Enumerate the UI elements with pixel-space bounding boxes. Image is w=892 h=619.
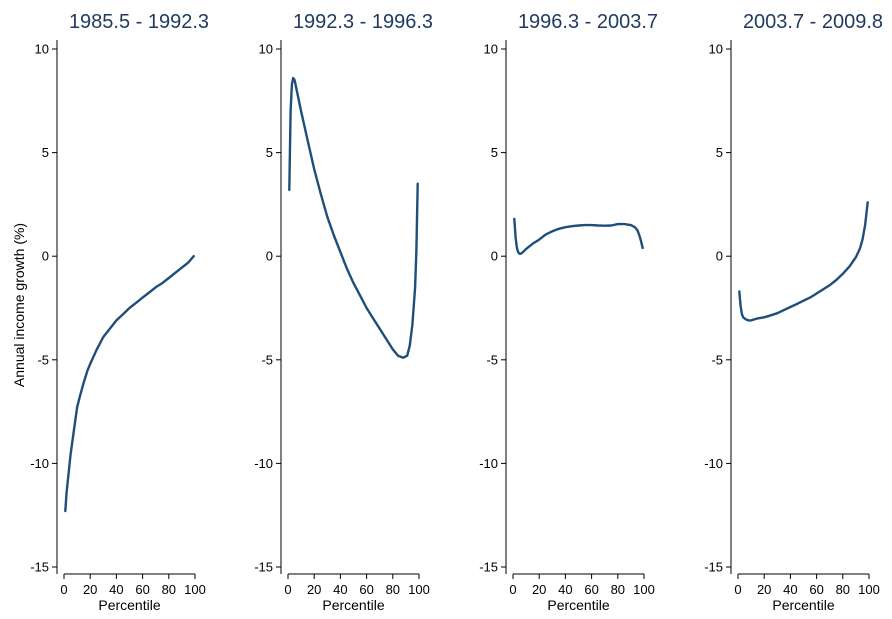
- panel-title: 1996.3 - 2003.7: [518, 11, 658, 33]
- y-tick-label: -15: [30, 560, 49, 575]
- y-tick-label: -5: [486, 352, 498, 367]
- x-tick-label: 60: [359, 582, 373, 597]
- y-tick-label: -15: [254, 560, 273, 575]
- y-tick-label: -10: [30, 456, 49, 471]
- x-tick-label: 20: [307, 582, 321, 597]
- x-tick-label: 0: [60, 582, 67, 597]
- x-axis-title: Percentile: [547, 597, 609, 613]
- y-tick-label: 10: [35, 42, 49, 57]
- y-tick-label: -10: [254, 456, 273, 471]
- chart-panel-3: 1996.3 - 2003.7 10 5 0 -5 -10 -15 0 20 40 60 80 100 P…: [479, 11, 658, 613]
- y-tick-label: -15: [479, 560, 498, 575]
- y-tick-label: 10: [709, 42, 723, 57]
- x-tick-label: 40: [333, 582, 347, 597]
- x-tick-label: 60: [809, 582, 823, 597]
- y-tick-label: 0: [716, 249, 723, 264]
- x-tick-label: 60: [135, 582, 149, 597]
- y-tick-label: 10: [484, 42, 498, 57]
- x-tick-label: 0: [734, 582, 741, 597]
- x-tick-label: 20: [532, 582, 546, 597]
- series-line: [288, 76, 419, 359]
- y-tick-label: 0: [42, 249, 49, 264]
- chart-panel-2: 1992.3 - 1996.3 10 5 0 -5 -10 -15 0 20 40 60 80 100 P…: [254, 11, 433, 613]
- y-tick-label: -10: [479, 456, 498, 471]
- x-axis-title: Percentile: [322, 597, 384, 613]
- x-tick-label: 40: [558, 582, 572, 597]
- x-tick-label: 0: [509, 582, 516, 597]
- y-axis-title: Annual income growth (%): [11, 223, 27, 387]
- y-tick-label: -10: [704, 456, 723, 471]
- panel-title: 1985.5 - 1992.3: [69, 11, 209, 33]
- x-tick-label: 40: [109, 582, 123, 597]
- x-tick-label: 100: [184, 582, 206, 597]
- y-tick-label: 10: [259, 42, 273, 57]
- x-tick-label: 100: [858, 582, 880, 597]
- y-tick-label: -5: [261, 352, 273, 367]
- x-tick-label: 20: [757, 582, 771, 597]
- y-tick-label: -5: [711, 352, 723, 367]
- chart-panel-4: 2003.7 - 2009.8 10 5 0 -5 -10 -15 0 20 40 60 80 100 P…: [704, 11, 883, 613]
- y-tick-label: 5: [716, 145, 723, 160]
- panel-title: 2003.7 - 2009.8: [743, 11, 883, 33]
- x-tick-label: 20: [83, 582, 97, 597]
- x-tick-label: 80: [386, 582, 400, 597]
- series-line: [64, 255, 195, 513]
- x-tick-label: 100: [633, 582, 655, 597]
- x-tick-label: 100: [408, 582, 430, 597]
- x-axis-title: Percentile: [98, 597, 160, 613]
- chart-panel-1: 1985.5 - 1992.3 10 5 0 -5 -10 -15 0 20 40 60 80 100 P…: [30, 11, 209, 613]
- y-tick-label: -15: [704, 560, 723, 575]
- y-tick-label: -5: [37, 352, 49, 367]
- x-tick-label: 40: [783, 582, 797, 597]
- x-tick-label: 60: [584, 582, 598, 597]
- series-line: [513, 217, 644, 255]
- y-tick-label: 5: [266, 145, 273, 160]
- x-axis-title: Percentile: [772, 597, 834, 613]
- x-tick-label: 80: [611, 582, 625, 597]
- x-tick-label: 0: [284, 582, 291, 597]
- y-tick-label: 0: [491, 249, 498, 264]
- y-tick-label: 0: [266, 249, 273, 264]
- y-tick-label: 5: [42, 145, 49, 160]
- x-tick-label: 80: [836, 582, 850, 597]
- x-tick-label: 80: [162, 582, 176, 597]
- y-tick-label: 5: [491, 145, 498, 160]
- panel-title: 1992.3 - 1996.3: [293, 11, 433, 33]
- series-line: [738, 201, 869, 322]
